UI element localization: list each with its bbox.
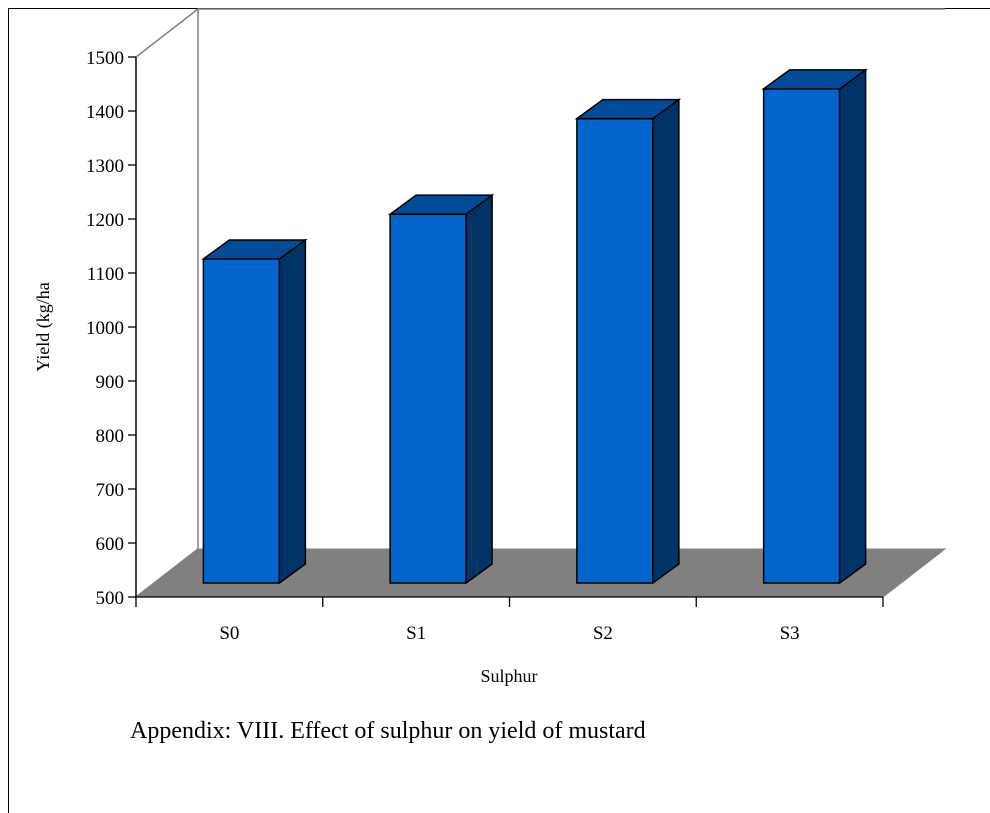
y-tick-label: 900 xyxy=(96,372,125,393)
bars xyxy=(201,68,868,585)
x-axis: S0 S1 S2 S3 xyxy=(135,596,884,644)
bar-top xyxy=(387,194,495,215)
bar-front xyxy=(762,88,841,584)
bar xyxy=(387,193,495,585)
y-tick-label: 500 xyxy=(96,588,125,609)
x-category-label: S1 xyxy=(406,623,426,644)
y-tick-label: 1200 xyxy=(86,210,124,231)
y-tick-label: 1500 xyxy=(86,48,124,69)
bar-top xyxy=(574,98,682,120)
x-category-label: S2 xyxy=(593,623,613,644)
y-tick-label: 800 xyxy=(96,426,125,447)
bar xyxy=(201,238,308,585)
bar xyxy=(574,98,682,585)
y-tick-label: 600 xyxy=(96,534,125,555)
bar-front xyxy=(389,213,467,584)
bar-side xyxy=(465,193,493,585)
bar-front xyxy=(576,117,654,584)
left-wall xyxy=(135,7,199,599)
y-tick-label: 700 xyxy=(96,480,125,501)
bar-top xyxy=(761,69,868,90)
x-category-label: S0 xyxy=(219,623,239,644)
bar xyxy=(761,68,868,585)
y-tick-label: 1100 xyxy=(87,264,124,285)
figure-caption: Appendix: VIII. Effect of sulphur on yie… xyxy=(130,718,646,744)
bar-side xyxy=(652,98,680,585)
y-axis: 500 600 700 800 900 1000 1100 1200 1300 1400 1500 xyxy=(86,48,137,609)
bar-front xyxy=(202,258,281,584)
bar-top xyxy=(201,239,308,260)
y-tick-label: 1300 xyxy=(86,156,124,177)
y-tick-label: 1000 xyxy=(86,318,124,339)
y-axis-title: Yield (kg/ha xyxy=(33,282,54,371)
x-category-label: S3 xyxy=(780,623,800,644)
y-tick-label: 1400 xyxy=(86,102,124,123)
x-axis-title: Sulphur xyxy=(480,666,537,686)
bar-side xyxy=(278,238,307,585)
bar-side xyxy=(838,68,867,585)
